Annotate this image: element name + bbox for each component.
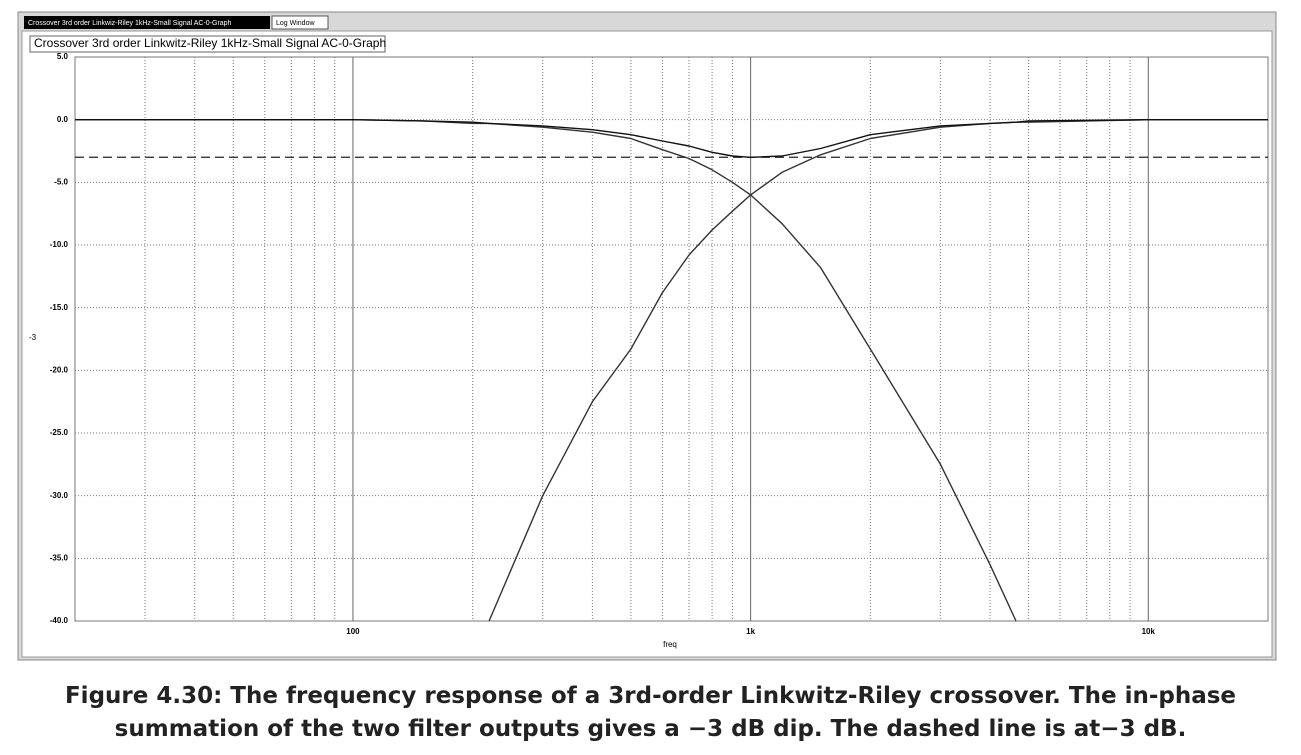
chart-window: Crossover 3rd order Linkwiz-Riley 1kHz-S… [17, 11, 1277, 661]
y-tick-label: -40.0 [50, 616, 69, 625]
y-tick-label: -15.0 [50, 303, 69, 312]
tab-label[interactable]: Log Window [276, 20, 315, 27]
x-tick-label: 100 [346, 627, 360, 636]
y-tick-label: -35.0 [50, 553, 69, 562]
x-tick-label: 10k [1142, 627, 1156, 636]
chart-title: Crossover 3rd order Linkwitz-Riley 1kHz-… [34, 36, 386, 50]
active-tab[interactable] [24, 16, 270, 29]
y-tick-label: 0.0 [57, 115, 69, 124]
caption-line: summation of the two filter outputs give… [114, 716, 1187, 742]
y-tick-label: -30.0 [50, 491, 69, 500]
y-tick-label: 5.0 [57, 52, 69, 61]
caption-line: Figure 4.30: The frequency response of a… [64, 683, 1237, 709]
plot-area [74, 56, 1269, 622]
series-line [75, 119, 1268, 158]
x-axis-label: freq [663, 640, 677, 649]
y-tick-label: -10.0 [50, 240, 69, 249]
caption: Figure 4.30: The frequency response of a… [0, 680, 1301, 746]
y-tick-label: -20.0 [50, 365, 69, 374]
y-axis-label: -3 [29, 333, 37, 342]
x-tick-label: 1k [746, 627, 755, 636]
graph-panel [21, 30, 1273, 658]
tab-label[interactable]: Crossover 3rd order Linkwiz-Riley 1kHz-S… [28, 20, 232, 27]
graph-tab [29, 35, 386, 53]
y-tick-label: -25.0 [50, 428, 69, 437]
y-tick-label: -5.0 [54, 177, 68, 186]
tab[interactable] [271, 15, 329, 30]
